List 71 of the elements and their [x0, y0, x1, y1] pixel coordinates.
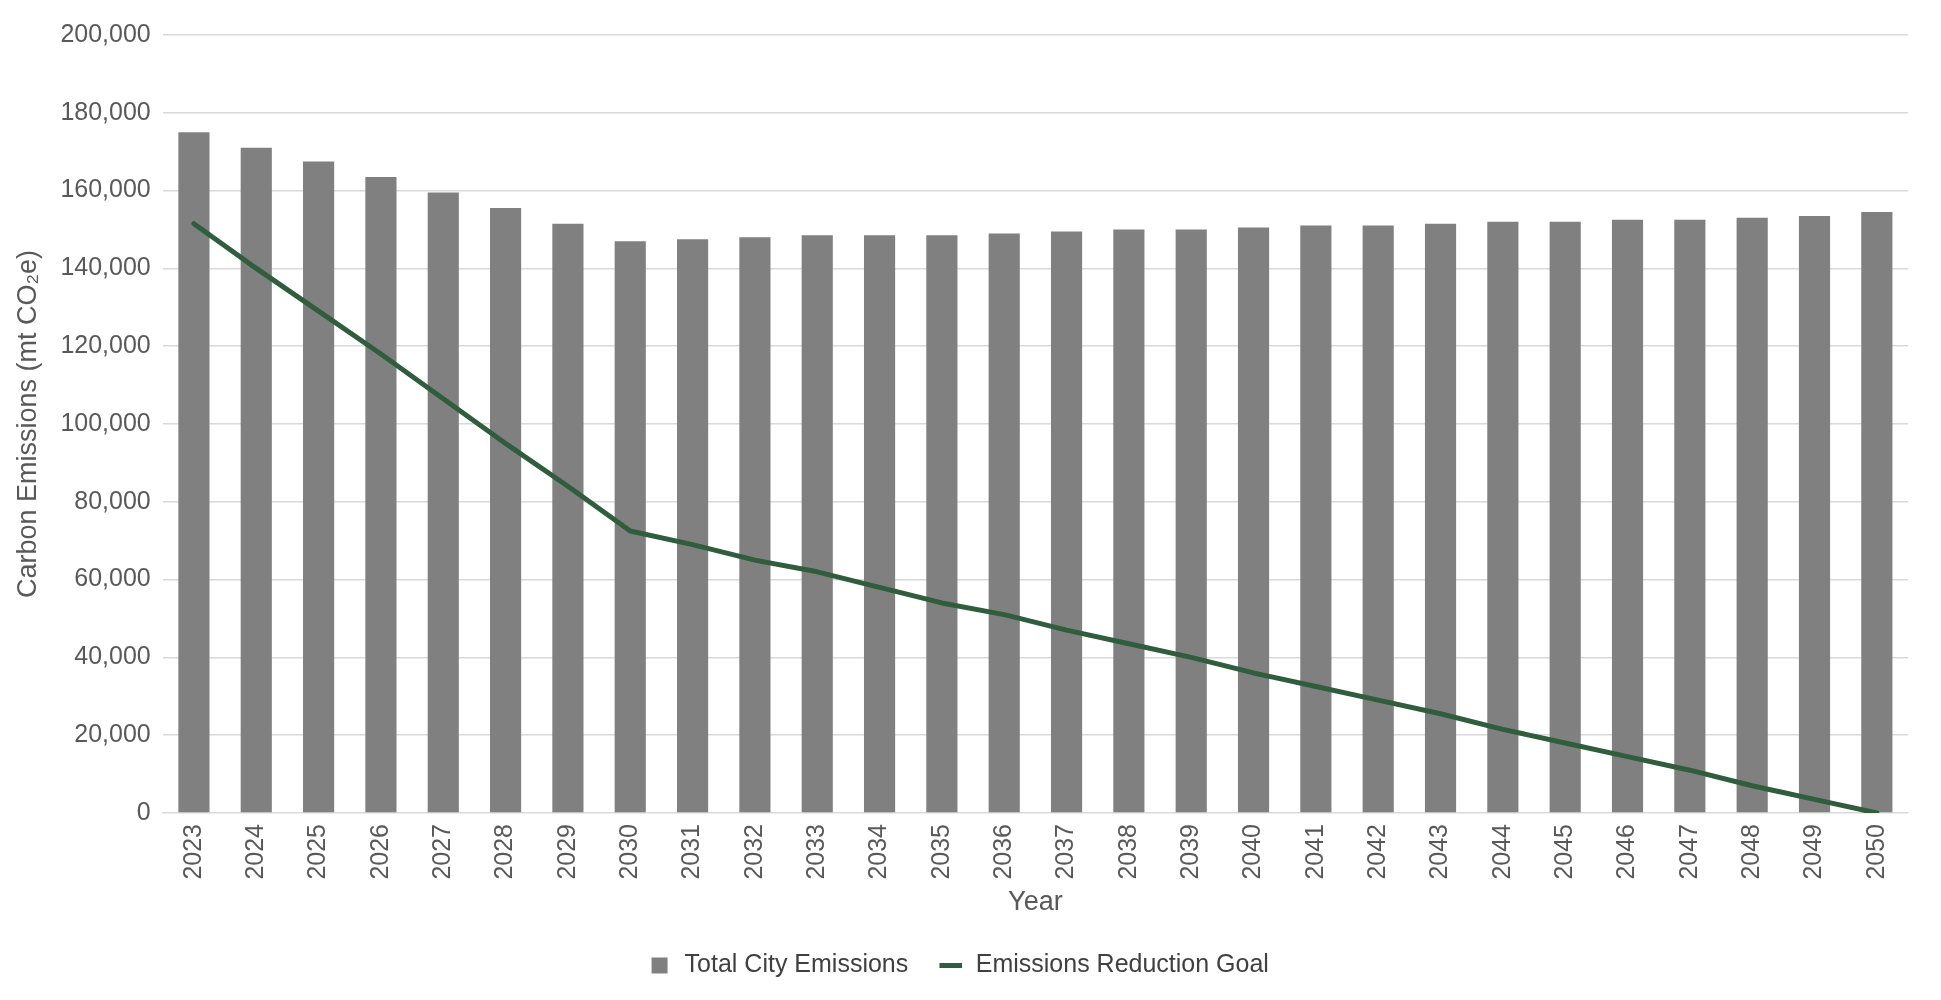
bar [1549, 221, 1581, 813]
x-tick-label: 2048 [1736, 823, 1765, 880]
x-tick-label: 2036 [988, 823, 1017, 880]
bar [552, 223, 584, 813]
bar [427, 192, 459, 813]
x-tick-label: 2043 [1424, 823, 1453, 880]
y-axis-title: Carbon Emissions (mt CO₂e) [11, 249, 42, 599]
x-tick-label: 2034 [863, 823, 892, 880]
y-tick-label: 160,000 [60, 174, 151, 203]
x-tick-label: 2033 [801, 823, 830, 880]
x-tick-label: 2028 [489, 823, 518, 880]
x-tick-label: 2044 [1486, 823, 1515, 880]
x-tick-label: 2046 [1611, 823, 1640, 880]
x-tick-label: 2035 [925, 823, 954, 880]
x-tick-label: 2040 [1237, 823, 1266, 880]
bar [1050, 231, 1083, 813]
x-tick-label: 2041 [1299, 823, 1328, 880]
legend-label: Total City Emissions [684, 949, 909, 978]
y-tick-label: 40,000 [74, 641, 151, 670]
x-tick-label: 2037 [1050, 823, 1079, 880]
y-tick-label: 20,000 [74, 719, 151, 748]
y-tick-label: 140,000 [60, 252, 151, 281]
bar [1611, 219, 1644, 813]
y-tick-label: 60,000 [74, 563, 151, 592]
x-tick-label: 2049 [1798, 823, 1827, 880]
bar [676, 239, 709, 813]
x-tick-label: 2026 [364, 823, 393, 880]
bar [1362, 225, 1394, 813]
y-tick-label: 0 [136, 796, 151, 825]
bar [490, 208, 522, 813]
bar [1798, 215, 1831, 813]
x-tick-label: 2027 [427, 823, 456, 880]
bar [1487, 221, 1519, 813]
bar [1861, 211, 1893, 813]
y-tick-label: 120,000 [60, 330, 151, 359]
x-tick-label: 2029 [551, 823, 580, 880]
bar [365, 176, 397, 813]
x-tick-label: 2031 [676, 823, 705, 880]
bar [739, 237, 771, 813]
bar [988, 233, 1020, 813]
bar [303, 161, 335, 813]
bar [1736, 217, 1768, 813]
bar [614, 241, 646, 813]
x-tick-label: 2032 [738, 823, 767, 880]
bar [240, 147, 272, 813]
bar [926, 235, 958, 813]
x-tick-label: 2047 [1673, 823, 1702, 880]
x-tick-label: 2039 [1175, 823, 1204, 880]
x-tick-label: 2042 [1362, 823, 1391, 880]
bar [178, 132, 210, 813]
x-tick-label: 2024 [240, 823, 269, 880]
x-tick-label: 2045 [1549, 823, 1578, 880]
y-tick-label: 180,000 [60, 96, 151, 125]
x-tick-label: 2038 [1112, 823, 1141, 880]
bar [1175, 229, 1207, 813]
bar [863, 235, 896, 813]
bar [1237, 227, 1270, 813]
x-tick-label: 2025 [302, 823, 331, 880]
bar [1674, 219, 1706, 813]
bar [1113, 229, 1145, 813]
y-tick-label: 80,000 [74, 485, 151, 514]
y-tick-label: 100,000 [60, 407, 151, 436]
x-tick-label: 2023 [177, 823, 206, 880]
x-tick-label: 2030 [614, 823, 643, 880]
legend-label: Emissions Reduction Goal [975, 949, 1269, 978]
x-axis-title: Year [1008, 886, 1063, 917]
bar [801, 235, 833, 813]
y-tick-label: 200,000 [60, 18, 151, 47]
bar [1424, 223, 1457, 813]
bar [1300, 225, 1332, 813]
x-tick-label: 2050 [1860, 823, 1889, 880]
